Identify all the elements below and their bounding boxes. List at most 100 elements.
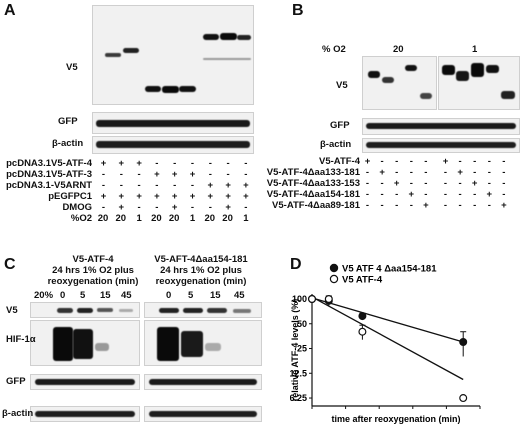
- panel-b-sign-row-0-lane-3: -: [409, 156, 413, 167]
- panel-a-sign-row-2-lane-3: -: [155, 180, 159, 191]
- panel-b-sign-row-4-lane-3: -: [409, 200, 413, 211]
- panel-c-left-actin-blot: [30, 406, 140, 422]
- panel-b-sign-row-2-lane-7: +: [471, 178, 478, 189]
- panel-b-actin-label: β-actin: [320, 139, 352, 150]
- panel-a-sign-row-1-lane-0: -: [101, 169, 106, 180]
- panel-c-right-title-line-1: V5-AFT-4Δaa154-181: [154, 254, 248, 265]
- panel-b-sign-row-4-lane-4: +: [423, 200, 429, 211]
- panel-c-left-v5-blot: [30, 302, 140, 318]
- panel-a-sign-row-5-lane-1: 20: [115, 213, 127, 224]
- panel-c-lane-20pct: 20%: [34, 290, 54, 301]
- data-point-series-1-0: [308, 294, 317, 303]
- panel-a-sign-row-4-lane-3: -: [155, 202, 159, 213]
- panel-c-left-title-line-2: 24 hrs 1% O2 plus: [52, 265, 134, 276]
- panel-a-sign-row-5-lane-5: 1: [189, 213, 196, 224]
- panel-a-sign-row-0-lane-2: +: [136, 158, 142, 169]
- panel-a-actin-blot: [92, 136, 254, 154]
- panel-b-o2-label: % O2: [322, 44, 346, 55]
- panel-c-right-title-line-3: reoxygenation (min): [155, 276, 247, 287]
- panel-b-sign-row-3-lane-7: -: [473, 189, 477, 200]
- panel-b-sign-row-3-lane-8: +: [486, 189, 493, 200]
- fit-line-series-1: [311, 296, 464, 381]
- panel-c-left-hif-blot: [30, 320, 140, 366]
- panel-a-sign-row-5-lane-4: 20: [168, 213, 180, 224]
- panel-b-row-label-3: V5-ATF-4Δaa154-181: [266, 189, 360, 200]
- panel-a-row-label-2: pcDNA3.1-V5ARNT: [5, 180, 92, 191]
- panel-c-left-gfp-blot: [30, 374, 140, 390]
- panel-a-sign-row-2-lane-8: +: [243, 180, 249, 191]
- panel-a-sign-row-4-lane-6: -: [208, 202, 212, 213]
- panel-c-right-lane-15: 15: [210, 290, 221, 301]
- panel-a-sign-row-4-lane-7: +: [225, 202, 231, 213]
- panel-b-letter: B: [292, 2, 304, 19]
- panel-b-sign-row-3-lane-2: -: [395, 189, 399, 200]
- panel-b-o2-value-1: 1: [472, 44, 478, 55]
- panel-b-sign-row-2-lane-6: -: [458, 178, 462, 189]
- panel-b-v5-blot-1: [438, 56, 520, 110]
- legend-label-0: V5 ATF 4 Δaa154-181: [342, 264, 437, 275]
- data-point-series-1-3: [459, 394, 468, 403]
- y-tick-label-0: 100: [292, 294, 307, 304]
- panel-a-sign-row-4-lane-5: -: [190, 202, 195, 213]
- panel-b-sign-row-0-lane-7: -: [473, 156, 477, 167]
- panel-a-sign-row-4-lane-8: -: [244, 202, 248, 213]
- panel-a-sign-row-1-lane-8: -: [244, 169, 248, 180]
- panel-b-sign-row-0-lane-6: -: [458, 156, 462, 167]
- panel-b-sign-row-4-lane-5: -: [443, 200, 448, 211]
- panel-a-sign-row-5-lane-0: 20: [97, 213, 109, 224]
- panel-c-right-lane-45: 45: [234, 290, 245, 301]
- panel-a-row-label-4: DMOG: [62, 202, 92, 213]
- panel-a-v5-label: V5: [66, 62, 78, 73]
- legend-marker-0: [329, 263, 339, 273]
- panel-b-sign-row-1-lane-8: -: [487, 167, 491, 178]
- x-axis-label: time after reoxygenation (min): [331, 414, 460, 424]
- panel-c-right-gfp-blot: [144, 374, 262, 390]
- panel-b-sign-row-1-lane-7: -: [473, 167, 477, 178]
- panel-b-sign-row-4-lane-7: -: [473, 200, 477, 211]
- panel-b-sign-row-2-lane-9: -: [502, 178, 506, 189]
- panel-b-sign-row-2-lane-5: -: [443, 178, 448, 189]
- panel-a-sign-row-5-lane-7: 20: [222, 213, 233, 224]
- panel-a-gfp-blot: [92, 112, 254, 134]
- panel-b-sign-row-2-lane-1: -: [380, 178, 384, 189]
- panel-a-actin-label: β-actin: [52, 138, 84, 149]
- panel-a-row-label-5: %O2: [70, 213, 92, 224]
- panel-a-sign-row-1-lane-4: +: [171, 169, 178, 180]
- panel-a-sign-row-0-lane-5: -: [190, 158, 195, 169]
- panel-a-sign-row-3-lane-2: +: [136, 191, 142, 202]
- panel-b-o2-value-20: 20: [393, 44, 404, 55]
- panel-a-sign-row-0-lane-7: -: [226, 158, 230, 169]
- panel-b-sign-row-3-lane-3: +: [408, 189, 415, 200]
- panel-b-sign-row-2-lane-4: -: [424, 178, 428, 189]
- panel-b-sign-row-3-lane-9: -: [502, 189, 506, 200]
- panel-a-sign-row-2-lane-5: -: [190, 180, 195, 191]
- panel-b-v5-label: V5: [336, 80, 348, 91]
- panel-a-sign-row-5-lane-8: 1: [243, 213, 249, 224]
- data-point-series-1-1: [324, 294, 333, 303]
- panel-a-sign-row-1-lane-3: +: [154, 169, 160, 180]
- panel-c-right-lane-0: 0: [166, 290, 172, 301]
- panel-b-sign-row-1-lane-5: -: [443, 167, 448, 178]
- panel-c-left-title: V5-ATF-4 24 hrs 1% O2 plus reoxygenation…: [44, 254, 142, 287]
- panel-c-letter: C: [4, 256, 16, 273]
- panel-a-sign-row-2-lane-4: -: [173, 180, 177, 191]
- panel-a-sign-row-5-lane-6: 20: [204, 213, 216, 224]
- panel-a-sign-row-4-lane-4: +: [171, 202, 178, 213]
- data-point-series-0-2: [358, 312, 367, 321]
- panel-b-sign-row-3-lane-1: -: [380, 189, 384, 200]
- panel-b-sign-row-4-lane-2: -: [395, 200, 399, 211]
- y-axis-label: relative ATF-4 levels (%): [290, 299, 300, 402]
- panel-a-sign-row-3-lane-1: +: [118, 191, 125, 202]
- panel-b-sign-row-1-lane-9: -: [502, 167, 506, 178]
- panel-b-sign-row-4-lane-1: -: [380, 200, 384, 211]
- panel-c-v5-label: V5: [6, 305, 18, 316]
- panel-a-sign-row-3-lane-6: +: [207, 191, 214, 202]
- panel-a-sign-row-0-lane-6: -: [208, 158, 212, 169]
- panel-a-sign-row-2-lane-6: +: [207, 180, 214, 191]
- panel-a-v5-blot: [92, 5, 254, 105]
- panel-a-sign-row-4-lane-1: +: [118, 202, 125, 213]
- panel-b-sign-row-0-lane-2: -: [395, 156, 399, 167]
- panel-a-sign-row-3-lane-8: +: [243, 191, 249, 202]
- panel-a-sign-row-0-lane-3: -: [155, 158, 159, 169]
- panel-a-sign-row-3-lane-3: +: [154, 191, 160, 202]
